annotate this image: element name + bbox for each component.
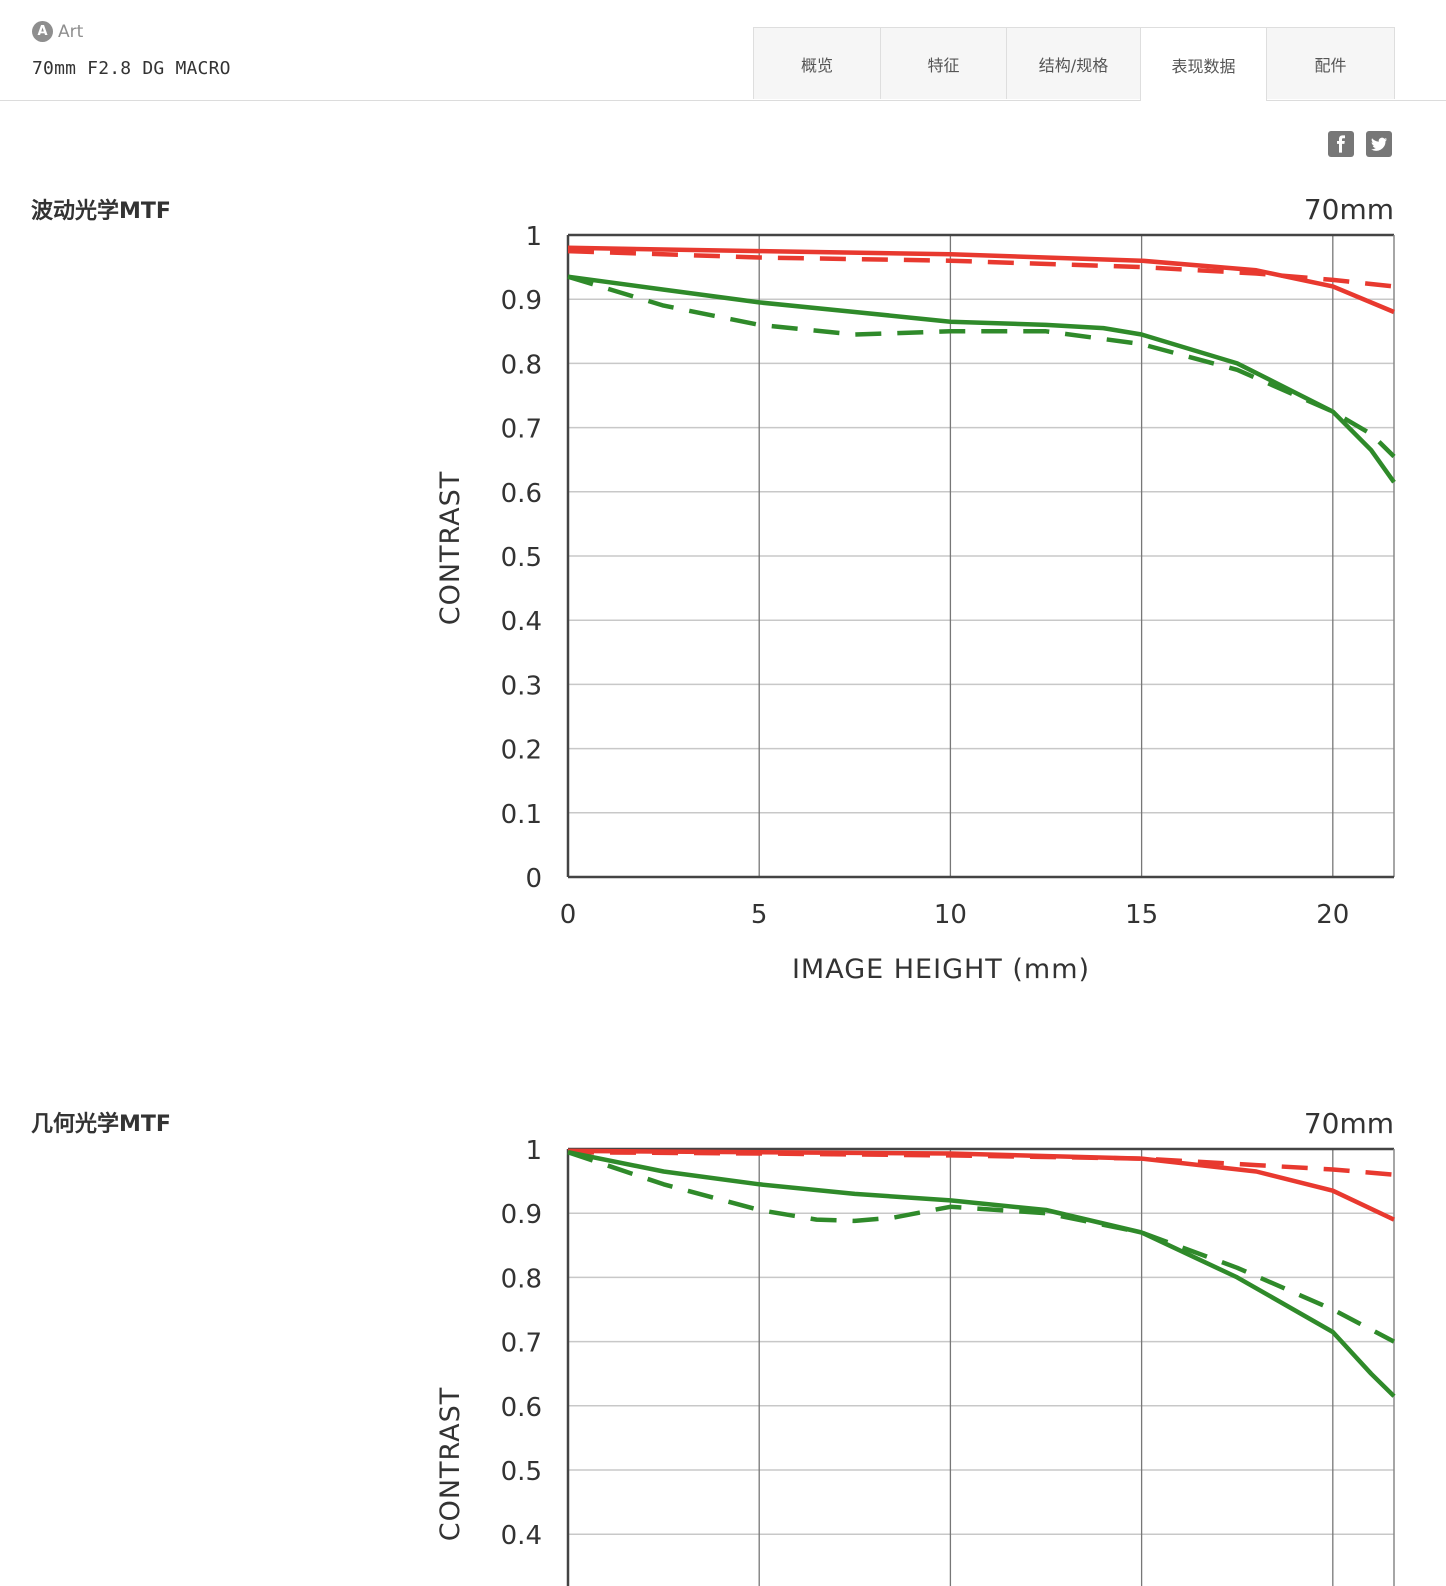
tab-label: 表现数据 [1171,56,1236,76]
green-dashed-series-line [567,274,1396,459]
tab-label: 配件 [1314,55,1347,75]
brand-line-label: Art [58,21,84,42]
y-tick-label: 0.5 [501,543,542,573]
x-axis-label: IMAGE HEIGHT (mm) [792,954,1090,985]
product-tabs: 概览 特征 结构/规格 表现数据 配件 [753,27,1395,101]
y-tick-label: 0.1 [501,800,542,830]
product-name: 70mm F2.8 DG MACRO [32,58,231,79]
y-tick-label: 0.3 [501,671,542,701]
red-solid-series-line [567,245,1395,315]
y-tick-label: 1 [525,222,542,252]
facebook-glyph [1337,135,1345,153]
x-tick-label: 20 [1316,900,1349,930]
tab-performance-data[interactable]: 表现数据 [1140,27,1267,101]
y-axis-label: CONTRAST [435,471,466,626]
tab-features[interactable]: 特征 [880,27,1007,99]
twitter-icon[interactable] [1366,131,1392,157]
y-tick-label: 0.7 [501,415,542,445]
chart-group: 00.10.20.30.40.50.60.70.80.910 5 10 15 2070m… [435,193,1396,985]
y-tick-label: 0.6 [501,479,542,509]
tab-label: 结构/规格 [1038,55,1109,75]
x-tick-label: 10 [934,900,967,930]
x-tick-label: 0 [560,900,577,930]
tab-label: 概览 [800,55,833,75]
tab-overview[interactable]: 概览 [753,27,881,99]
page-header: A Art 70mm F2.8 DG MACRO 概览 特征 结构/规格 表现数… [0,0,1446,101]
section-title-geometric-optics-mtf: 几何光学MTF [31,1112,171,1137]
social-share [1328,131,1392,157]
brand-line: A Art [32,21,83,42]
x-tick-label: 5 [751,900,768,930]
red-dashed-series-line [567,248,1395,289]
facebook-icon[interactable] [1328,131,1354,157]
y-tick-label: 0 [525,864,542,894]
section-title-wave-optics-mtf: 波动光学MTF [31,199,171,224]
tab-structure-specs[interactable]: 结构/规格 [1006,27,1141,99]
twitter-glyph [1371,137,1387,151]
tab-label: 特征 [927,55,960,75]
green-solid-series-line [567,274,1396,484]
y-tick-label: 0.2 [501,736,542,766]
y-tick-label: 0.8 [501,350,542,380]
tab-accessories[interactable]: 配件 [1266,27,1395,99]
y-tick-label: 0.9 [501,286,542,316]
art-line-badge-icon: A [32,21,53,42]
chart-title: 70mm [1304,193,1394,226]
x-tick-label: 15 [1125,900,1158,930]
y-tick-label: 0.4 [501,607,542,637]
